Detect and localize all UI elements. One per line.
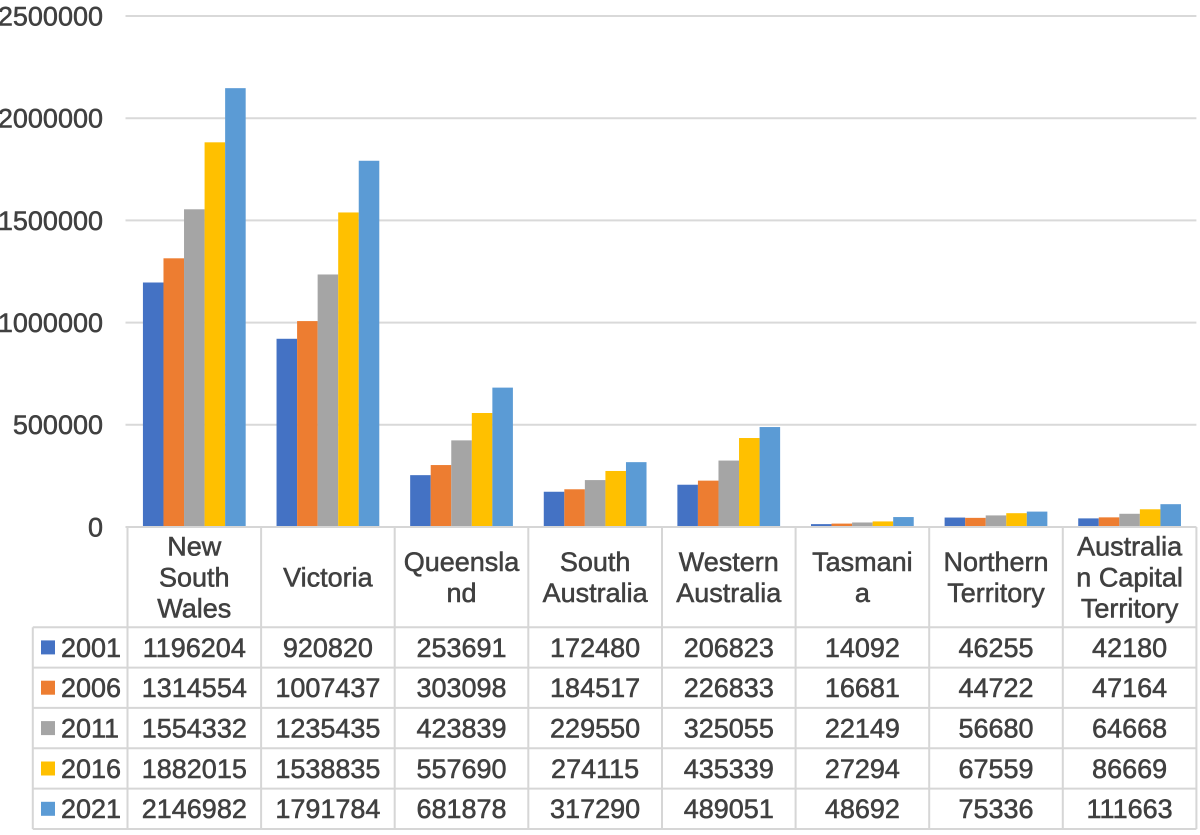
- svg-text:1500000: 1500000: [0, 206, 103, 236]
- svg-text:South: South: [159, 563, 230, 593]
- svg-text:1314554: 1314554: [142, 673, 247, 703]
- svg-text:New: New: [167, 532, 222, 562]
- svg-text:325055: 325055: [684, 714, 774, 744]
- svg-text:48692: 48692: [825, 794, 900, 824]
- svg-text:1235435: 1235435: [275, 714, 380, 744]
- svg-text:681878: 681878: [416, 794, 506, 824]
- svg-text:n Capital: n Capital: [1076, 563, 1183, 593]
- svg-text:Territory: Territory: [947, 578, 1045, 608]
- svg-text:423839: 423839: [416, 714, 506, 744]
- svg-text:86669: 86669: [1092, 754, 1167, 784]
- svg-text:2021: 2021: [61, 794, 121, 824]
- svg-text:1554332: 1554332: [142, 714, 247, 744]
- svg-text:67559: 67559: [958, 754, 1033, 784]
- svg-text:0: 0: [88, 512, 103, 542]
- svg-text:557690: 557690: [416, 754, 506, 784]
- svg-text:Northern: Northern: [943, 547, 1048, 577]
- svg-text:46255: 46255: [958, 633, 1033, 663]
- svg-text:1538835: 1538835: [275, 754, 380, 784]
- svg-text:2146982: 2146982: [142, 794, 247, 824]
- svg-text:2016: 2016: [61, 754, 121, 784]
- svg-text:920820: 920820: [283, 633, 373, 663]
- svg-text:75336: 75336: [958, 794, 1033, 824]
- svg-text:Victoria: Victoria: [283, 563, 374, 593]
- svg-text:303098: 303098: [416, 673, 506, 703]
- svg-text:1007437: 1007437: [275, 673, 380, 703]
- svg-text:a: a: [855, 578, 871, 608]
- svg-text:2006: 2006: [61, 673, 121, 703]
- svg-text:1000000: 1000000: [0, 308, 103, 338]
- svg-text:14092: 14092: [825, 633, 900, 663]
- svg-text:44722: 44722: [958, 673, 1033, 703]
- svg-text:Wales: Wales: [157, 594, 231, 624]
- svg-text:47164: 47164: [1092, 673, 1167, 703]
- svg-text:206823: 206823: [684, 633, 774, 663]
- svg-text:226833: 226833: [684, 673, 774, 703]
- svg-text:Australia: Australia: [1077, 532, 1183, 562]
- svg-text:184517: 184517: [550, 673, 640, 703]
- svg-text:16681: 16681: [825, 673, 900, 703]
- svg-text:172480: 172480: [550, 633, 640, 663]
- svg-text:2001: 2001: [61, 633, 121, 663]
- svg-text:Australia: Australia: [543, 578, 649, 608]
- svg-text:Australia: Australia: [676, 578, 782, 608]
- svg-text:435339: 435339: [684, 754, 774, 784]
- svg-text:1882015: 1882015: [142, 754, 247, 784]
- svg-text:229550: 229550: [550, 714, 640, 744]
- svg-text:1196204: 1196204: [143, 633, 246, 663]
- svg-text:500000: 500000: [13, 410, 103, 440]
- svg-text:22149: 22149: [825, 714, 900, 744]
- svg-text:27294: 27294: [825, 754, 900, 784]
- svg-text:56680: 56680: [958, 714, 1033, 744]
- svg-text:253691: 253691: [416, 633, 506, 663]
- svg-text:South: South: [560, 547, 631, 577]
- svg-text:64668: 64668: [1092, 714, 1167, 744]
- svg-text:Territory: Territory: [1081, 594, 1179, 624]
- svg-text:274115: 274115: [551, 754, 639, 784]
- svg-text:42180: 42180: [1092, 633, 1167, 663]
- svg-text:1791784: 1791784: [275, 794, 380, 824]
- svg-text:2000000: 2000000: [0, 104, 103, 134]
- svg-text:317290: 317290: [550, 794, 640, 824]
- svg-text:Tasmani: Tasmani: [812, 547, 913, 577]
- svg-text:489051: 489051: [684, 794, 774, 824]
- svg-text:2500000: 2500000: [0, 1, 103, 31]
- svg-text:Western: Western: [679, 547, 779, 577]
- svg-text:2011: 2011: [61, 714, 119, 744]
- svg-text:111663: 111663: [1087, 794, 1173, 824]
- svg-text:Queensla: Queensla: [404, 547, 521, 577]
- svg-text:nd: nd: [446, 578, 476, 608]
